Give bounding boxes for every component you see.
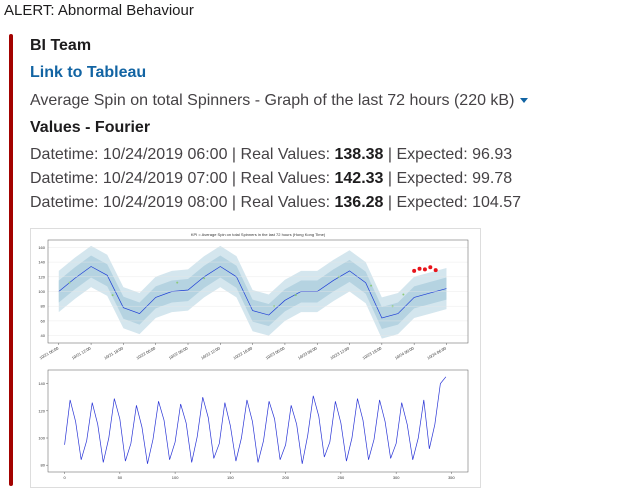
row-lead: Datetime: 10/24/2019 08:00 | Real Values… bbox=[30, 194, 335, 211]
x-tick-label: 50 bbox=[118, 475, 123, 480]
attachment-name: Average Spin on total Spinners - Graph o… bbox=[30, 92, 515, 109]
plot-area bbox=[64, 376, 447, 464]
x-tick-label: 0 bbox=[63, 475, 66, 480]
alert-text: ALERT: Abnormal Behaviour bbox=[4, 2, 194, 19]
link[interactable]: Link to Tableau bbox=[30, 64, 147, 81]
value-row: Datetime: 10/24/2019 06:00 | Real Values… bbox=[30, 146, 512, 164]
data-point bbox=[412, 268, 417, 273]
y-tick-label: 60 bbox=[41, 318, 46, 323]
row-lead: Datetime: 10/24/2019 07:00 | Real Values… bbox=[30, 170, 335, 187]
x-tick-label: 250 bbox=[338, 475, 345, 480]
data-point bbox=[176, 281, 179, 284]
row-real: 136.28 bbox=[334, 194, 384, 211]
x-tick-label: 200 bbox=[282, 475, 289, 480]
data-point bbox=[203, 277, 206, 280]
data-point bbox=[68, 281, 71, 284]
row-tail: | Expected: 99.78 bbox=[383, 170, 513, 187]
line-series bbox=[58, 266, 447, 319]
y-tick-label: 140 bbox=[38, 260, 45, 265]
row-real: 138.38 bbox=[334, 146, 384, 163]
y-tick-label: 80 bbox=[41, 304, 46, 309]
data-point bbox=[402, 293, 405, 296]
y-tick-label: 100 bbox=[38, 289, 45, 294]
x-tick-label: 350 bbox=[448, 475, 455, 480]
data-point bbox=[417, 266, 422, 271]
dropdown-caret[interactable] bbox=[518, 95, 530, 105]
row-real: 142.33 bbox=[334, 170, 384, 187]
data-point bbox=[370, 284, 373, 287]
y-tick-label: 160 bbox=[38, 245, 45, 250]
row-tail: | Expected: 104.57 bbox=[383, 194, 522, 211]
attachment-title: Average Spin on total Spinners - Graph o… bbox=[30, 92, 530, 110]
y-tick-label: 120 bbox=[38, 408, 45, 413]
row-lead: Datetime: 10/24/2019 06:00 | Real Values… bbox=[30, 146, 335, 163]
value-row: Datetime: 10/24/2019 08:00 | Real Values… bbox=[30, 194, 521, 212]
y-tick-label: 140 bbox=[38, 381, 45, 386]
axes-frame bbox=[47, 239, 469, 344]
y-tick-label: 80 bbox=[41, 463, 46, 468]
value-row: Datetime: 10/24/2019 07:00 | Real Values… bbox=[30, 170, 512, 188]
confidence-band bbox=[58, 255, 447, 330]
y-tick-label: 120 bbox=[38, 274, 45, 279]
data-point bbox=[111, 294, 114, 297]
row-tail: | Expected: 96.93 bbox=[383, 146, 513, 163]
y-tick-label: 100 bbox=[38, 436, 45, 441]
data-point bbox=[294, 294, 297, 297]
section-title: Values - Fourier bbox=[30, 119, 151, 136]
chart-title: KPI = Average Spin on total Spinners in … bbox=[191, 232, 326, 237]
author: BI Team bbox=[30, 37, 92, 54]
plot-area bbox=[58, 245, 447, 339]
x-tick-label: 100 bbox=[172, 475, 179, 480]
x-tick-label: 150 bbox=[227, 475, 234, 480]
data-point bbox=[422, 267, 427, 272]
chart-image[interactable]: KPI = Average Spin on total Spinners in … bbox=[30, 228, 481, 488]
x-tick-label: 300 bbox=[393, 475, 400, 480]
line-series bbox=[64, 376, 447, 464]
data-point bbox=[428, 265, 433, 270]
axes-frame bbox=[47, 369, 469, 473]
y-tick-label: 40 bbox=[41, 333, 46, 338]
attachment-bar bbox=[9, 34, 13, 486]
data-point bbox=[433, 268, 438, 273]
